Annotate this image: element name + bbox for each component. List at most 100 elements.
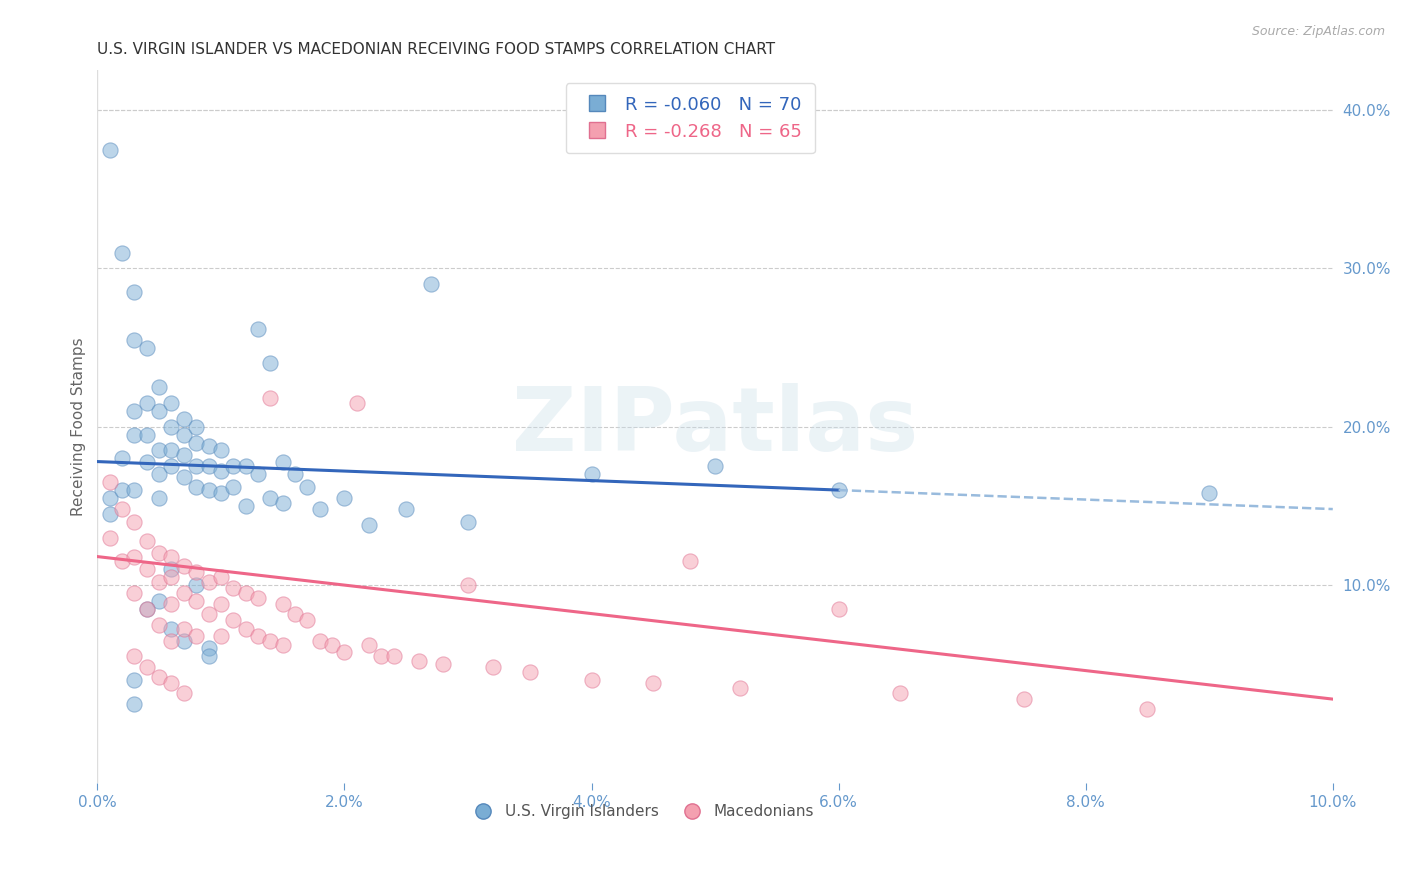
Point	[186, 419, 208, 434]
Point	[148, 467, 170, 482]
Point	[148, 617, 170, 632]
Point	[235, 499, 257, 513]
Point	[160, 419, 183, 434]
Point	[679, 554, 702, 568]
Point	[259, 391, 281, 405]
Y-axis label: Receiving Food Stamps: Receiving Food Stamps	[72, 337, 86, 516]
Point	[135, 533, 157, 548]
Point	[308, 633, 330, 648]
Point	[271, 638, 294, 652]
Point	[643, 676, 665, 690]
Point	[186, 578, 208, 592]
Point	[297, 480, 319, 494]
Point	[284, 467, 307, 482]
Point	[98, 531, 121, 545]
Text: U.S. VIRGIN ISLANDER VS MACEDONIAN RECEIVING FOOD STAMPS CORRELATION CHART: U.S. VIRGIN ISLANDER VS MACEDONIAN RECEI…	[97, 42, 776, 57]
Point	[408, 654, 430, 668]
Point	[186, 629, 208, 643]
Point	[197, 439, 219, 453]
Point	[333, 491, 356, 505]
Point	[704, 459, 727, 474]
Point	[186, 459, 208, 474]
Point	[160, 443, 183, 458]
Point	[457, 515, 479, 529]
Point	[889, 686, 911, 700]
Point	[297, 613, 319, 627]
Point	[827, 483, 849, 497]
Point	[160, 459, 183, 474]
Point	[135, 341, 157, 355]
Point	[124, 697, 146, 711]
Point	[728, 681, 751, 695]
Point	[246, 321, 269, 335]
Point	[259, 633, 281, 648]
Text: Source: ZipAtlas.com: Source: ZipAtlas.com	[1251, 25, 1385, 38]
Point	[98, 507, 121, 521]
Point	[173, 623, 195, 637]
Point	[197, 607, 219, 621]
Point	[124, 333, 146, 347]
Point	[111, 245, 134, 260]
Point	[222, 581, 245, 595]
Point	[308, 502, 330, 516]
Point	[209, 570, 232, 584]
Point	[197, 483, 219, 497]
Point	[148, 380, 170, 394]
Point	[111, 502, 134, 516]
Point	[209, 443, 232, 458]
Point	[359, 638, 381, 652]
Point	[259, 491, 281, 505]
Point	[160, 562, 183, 576]
Point	[581, 467, 603, 482]
Point	[173, 412, 195, 426]
Point	[111, 451, 134, 466]
Point	[333, 644, 356, 658]
Point	[160, 549, 183, 564]
Point	[135, 602, 157, 616]
Point	[124, 549, 146, 564]
Point	[246, 629, 269, 643]
Point	[124, 649, 146, 664]
Point	[209, 486, 232, 500]
Point	[98, 475, 121, 490]
Point	[160, 633, 183, 648]
Point	[395, 502, 418, 516]
Point	[246, 591, 269, 605]
Point	[209, 464, 232, 478]
Point	[1198, 486, 1220, 500]
Point	[160, 676, 183, 690]
Point	[124, 586, 146, 600]
Point	[124, 673, 146, 687]
Point	[370, 649, 392, 664]
Legend: U.S. Virgin Islanders, Macedonians: U.S. Virgin Islanders, Macedonians	[461, 798, 820, 825]
Point	[284, 607, 307, 621]
Point	[419, 277, 441, 292]
Point	[186, 480, 208, 494]
Point	[124, 483, 146, 497]
Point	[135, 454, 157, 468]
Point	[209, 629, 232, 643]
Point	[124, 427, 146, 442]
Point	[457, 578, 479, 592]
Point	[222, 613, 245, 627]
Point	[246, 467, 269, 482]
Point	[173, 686, 195, 700]
Point	[173, 448, 195, 462]
Point	[271, 496, 294, 510]
Point	[197, 649, 219, 664]
Point	[124, 515, 146, 529]
Point	[259, 356, 281, 370]
Point	[160, 623, 183, 637]
Point	[148, 574, 170, 589]
Point	[135, 562, 157, 576]
Point	[160, 396, 183, 410]
Point	[382, 649, 405, 664]
Point	[359, 517, 381, 532]
Point	[827, 602, 849, 616]
Point	[235, 586, 257, 600]
Point	[111, 483, 134, 497]
Point	[148, 670, 170, 684]
Point	[160, 597, 183, 611]
Point	[481, 660, 503, 674]
Point	[222, 459, 245, 474]
